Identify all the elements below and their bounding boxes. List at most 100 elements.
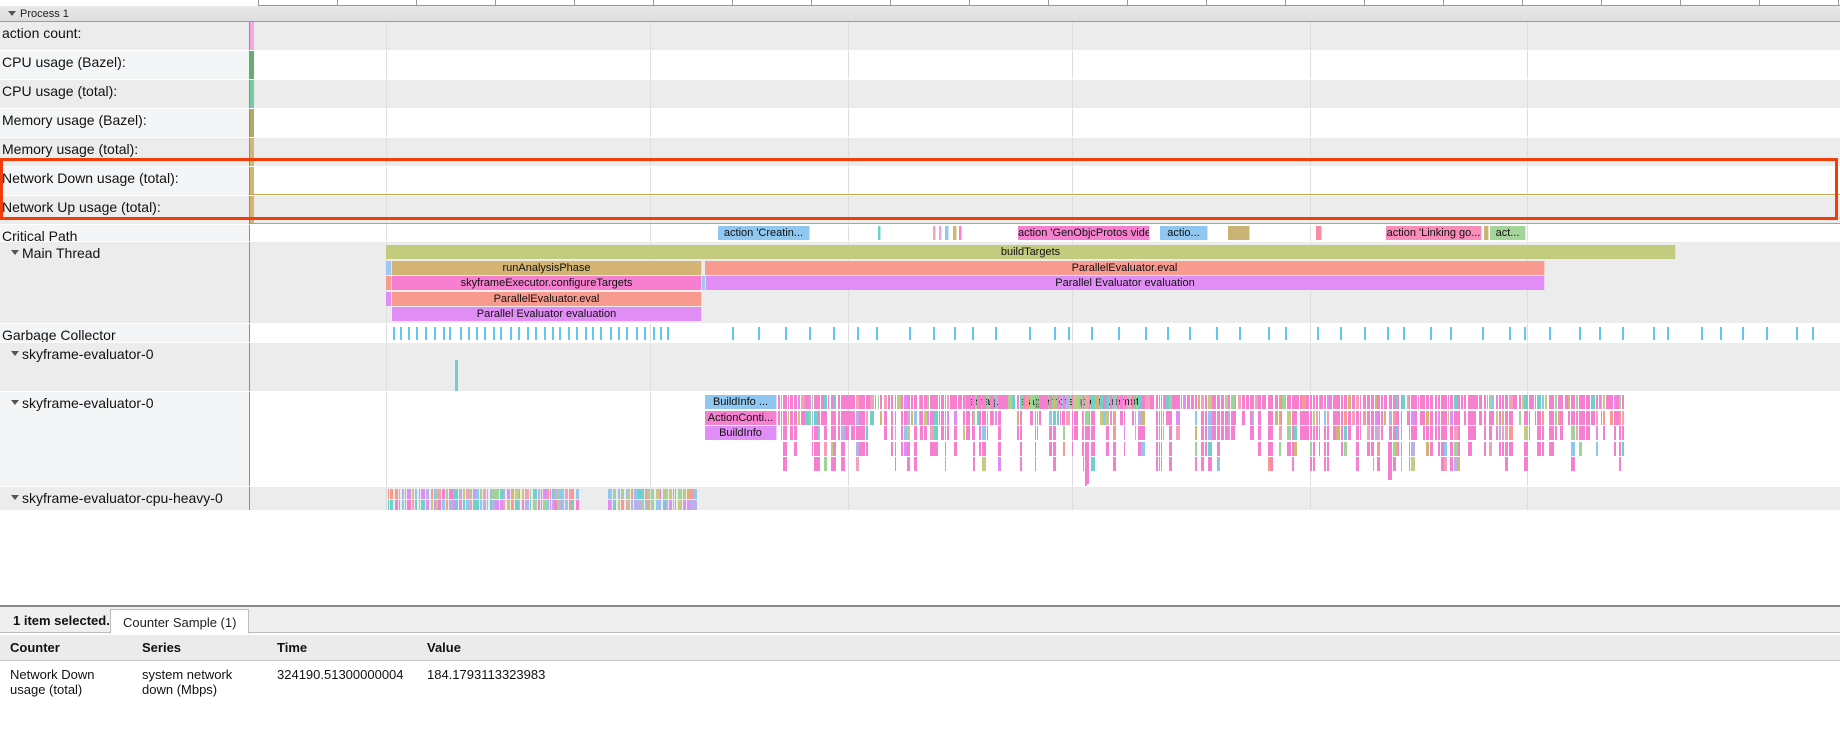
- flame-slice-narrow[interactable]: [883, 395, 887, 409]
- flame-slice-narrow[interactable]: [1501, 426, 1505, 440]
- flame-slice-narrow[interactable]: [1489, 426, 1492, 440]
- flame-slice-narrow[interactable]: [549, 500, 552, 510]
- flame-slice-narrow[interactable]: [1327, 426, 1329, 440]
- flame-slice-narrow[interactable]: [824, 457, 827, 471]
- flame-slice-narrow[interactable]: [1463, 410, 1467, 425]
- flame-slice-narrow[interactable]: [1377, 457, 1381, 471]
- flame-slice-narrow[interactable]: [1220, 426, 1224, 440]
- gc-event-mark[interactable]: [1812, 327, 1815, 340]
- counter-sample-bar[interactable]: [250, 205, 254, 206]
- flame-slice-narrow[interactable]: [1410, 426, 1415, 440]
- flame-slice-narrow[interactable]: [894, 441, 897, 456]
- flame-slice-narrow[interactable]: [1292, 395, 1294, 409]
- gc-event-mark[interactable]: [1481, 327, 1484, 340]
- flame-slice[interactable]: Parallel Evaluator evaluation: [706, 276, 1545, 290]
- gc-event-mark[interactable]: [449, 327, 452, 340]
- flame-slice-narrow[interactable]: [1501, 410, 1505, 425]
- flame-slice-narrow[interactable]: [865, 395, 868, 409]
- flame-slice-narrow[interactable]: [1081, 395, 1083, 409]
- flame-slice-narrow[interactable]: [1618, 441, 1622, 456]
- flame-slice[interactable]: ActionConti...: [705, 410, 777, 425]
- counter-sample-bar[interactable]: [250, 199, 254, 200]
- flame-slice-narrow[interactable]: [495, 500, 499, 510]
- flame-slice-narrow[interactable]: [907, 441, 911, 456]
- flame-slice-narrow[interactable]: [1400, 410, 1402, 425]
- flame-slice-narrow[interactable]: [1524, 457, 1528, 471]
- flame-slice-narrow[interactable]: [1150, 395, 1154, 409]
- flame-slice[interactable]: action 'Linking go...: [1386, 226, 1482, 240]
- flame-slice-narrow[interactable]: [840, 426, 845, 440]
- flame-slice-narrow[interactable]: [1509, 410, 1513, 425]
- flame-slice-narrow[interactable]: [518, 489, 521, 499]
- flame-slice-narrow[interactable]: [910, 395, 914, 409]
- flame-slice-narrow[interactable]: [386, 276, 392, 290]
- flame-slice-narrow[interactable]: [515, 489, 519, 499]
- flame-slice-narrow[interactable]: [994, 395, 997, 409]
- gc-event-mark[interactable]: [954, 327, 957, 340]
- flame-slice-narrow[interactable]: [1618, 395, 1622, 409]
- flame-slice-narrow[interactable]: [1598, 395, 1601, 409]
- flame-slice[interactable]: runAnalysisPhase: [392, 260, 702, 275]
- flame-slice-narrow[interactable]: [1410, 457, 1415, 471]
- gc-event-mark[interactable]: [1053, 327, 1056, 340]
- flame-slice-narrow[interactable]: [1341, 426, 1343, 440]
- flame-slice-narrow[interactable]: [530, 489, 532, 499]
- flame-slice-narrow[interactable]: [856, 441, 860, 456]
- flame-slice-narrow[interactable]: [1034, 410, 1037, 425]
- flame-slice-narrow[interactable]: [1082, 410, 1085, 425]
- counter-sample-bar[interactable]: [250, 177, 254, 178]
- flame-slice-narrow[interactable]: [446, 489, 448, 499]
- flame-slice-narrow[interactable]: [1447, 410, 1450, 425]
- flame-slice-narrow[interactable]: [540, 500, 542, 510]
- flame-slice-narrow[interactable]: [1063, 395, 1066, 409]
- flame-slice-narrow[interactable]: [794, 395, 798, 409]
- flame-slice-narrow[interactable]: [1119, 410, 1123, 425]
- flame-slice-narrow[interactable]: [1091, 441, 1095, 456]
- flame-slice-narrow[interactable]: [1085, 442, 1087, 486]
- counter-sample-bar[interactable]: [250, 209, 254, 210]
- flame-slice[interactable]: BuildInfo ...: [705, 395, 777, 409]
- flame-slice-narrow[interactable]: [1444, 395, 1447, 409]
- flame-slice-narrow[interactable]: [1073, 410, 1078, 425]
- gc-event-mark[interactable]: [493, 327, 496, 340]
- flame-slice-narrow[interactable]: [962, 426, 966, 440]
- flame-slice-narrow[interactable]: [1460, 395, 1463, 409]
- track-canvas-memory-usage-bazel[interactable]: [250, 109, 1840, 137]
- flame-slice-narrow[interactable]: [833, 457, 836, 471]
- flame-slice-narrow[interactable]: [1299, 426, 1302, 440]
- flame-slice-narrow[interactable]: [1397, 410, 1400, 425]
- counter-sample-bar[interactable]: [250, 201, 254, 202]
- flame-slice-narrow[interactable]: [1614, 426, 1617, 440]
- flame-slice-narrow[interactable]: [1441, 426, 1444, 440]
- flame-slice-narrow[interactable]: [1187, 395, 1191, 409]
- flame-slice-narrow[interactable]: [1426, 410, 1429, 425]
- gc-event-mark[interactable]: [442, 327, 445, 340]
- flame-slice-narrow[interactable]: [859, 426, 863, 440]
- flame-slice-narrow[interactable]: [641, 489, 645, 499]
- flame-slice-narrow[interactable]: [1320, 395, 1323, 409]
- flame-slice-narrow[interactable]: [833, 410, 836, 425]
- flame-slice-narrow[interactable]: [1327, 441, 1329, 456]
- flame-slice-narrow[interactable]: [401, 500, 405, 510]
- flame-slice-narrow[interactable]: [1198, 395, 1200, 409]
- flame-slice-narrow[interactable]: [491, 489, 495, 499]
- flame-slice-narrow[interactable]: [1082, 395, 1085, 409]
- flame-slice-narrow[interactable]: [1292, 457, 1294, 471]
- gc-event-mark[interactable]: [1742, 327, 1745, 340]
- flame-slice-narrow[interactable]: [510, 489, 515, 499]
- flame-slice-narrow[interactable]: [1618, 410, 1622, 425]
- gc-event-mark[interactable]: [592, 327, 595, 340]
- flame-slice-narrow[interactable]: [1066, 410, 1071, 425]
- flame-slice-narrow[interactable]: [491, 500, 495, 510]
- flame-slice-narrow[interactable]: [449, 489, 453, 499]
- flame-slice-narrow[interactable]: [833, 426, 836, 440]
- flame-slice-narrow[interactable]: [1088, 410, 1091, 425]
- flame-slice-narrow[interactable]: [1216, 457, 1219, 471]
- flame-slice-narrow[interactable]: [958, 395, 963, 409]
- gc-event-mark[interactable]: [543, 327, 546, 340]
- track-label-main-thread[interactable]: Main Thread: [0, 242, 250, 323]
- flame-slice-narrow[interactable]: [934, 426, 938, 440]
- flame-slice-narrow[interactable]: [537, 489, 540, 499]
- flame-slice-narrow[interactable]: [1534, 410, 1536, 425]
- flame-slice-narrow[interactable]: [1208, 457, 1212, 471]
